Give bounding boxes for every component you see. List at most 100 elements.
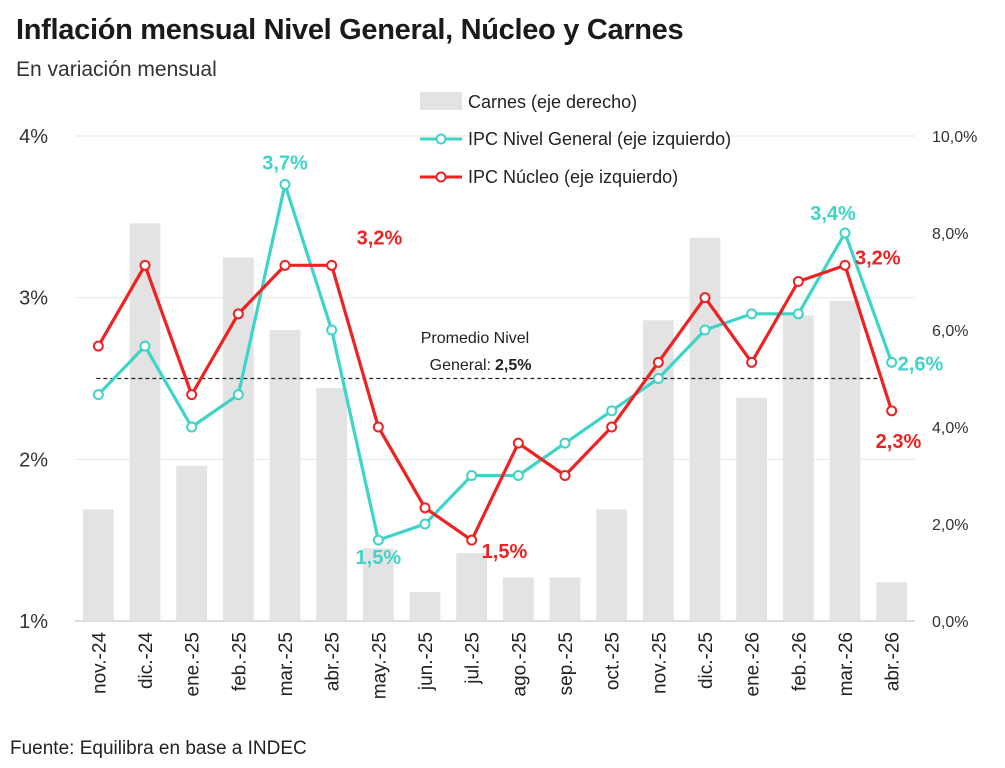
carnes-bar xyxy=(596,509,628,621)
right-axis: 0,0% 2,0% 4,0% 6,0% 8,0% 10,0% xyxy=(932,129,977,631)
legend-marker-ipc-general xyxy=(435,133,447,145)
ipc-nucleo-point xyxy=(139,259,151,271)
left-tick-label: 2% xyxy=(19,449,48,471)
carnes-bar xyxy=(409,591,441,621)
carnes-bar xyxy=(316,388,348,621)
carnes-bar xyxy=(642,320,674,621)
carnes-bar xyxy=(82,509,114,621)
average-value-label: 2,5% xyxy=(495,357,531,374)
data-label: 1,5% xyxy=(482,541,528,563)
carnes-bar xyxy=(502,577,534,621)
data-label: 2,3% xyxy=(876,431,922,453)
ipc-general-point xyxy=(606,405,618,417)
category-label: oct.-25 xyxy=(603,632,624,690)
ipc-general-point xyxy=(746,308,758,320)
ipc-general-point xyxy=(326,324,338,336)
category-label: jun.-25 xyxy=(416,632,437,691)
ipc-nucleo-point xyxy=(746,356,758,368)
ipc-nucleo-point xyxy=(652,356,664,368)
right-tick-label: 6,0% xyxy=(932,323,968,340)
category-label: nov.-25 xyxy=(649,632,670,694)
category-label: abr.-25 xyxy=(323,632,344,691)
ipc-nucleo-point xyxy=(419,502,431,514)
ipc-nucleo-point xyxy=(512,437,524,449)
chart-title: Inflación mensual Nivel General, Núcleo … xyxy=(16,14,684,46)
legend-label-ipc-nucleo: IPC Núcleo (eje izquierdo) xyxy=(468,167,678,187)
ipc-general-point xyxy=(652,373,664,384)
category-label: dic.-24 xyxy=(136,632,157,689)
legend-label-ipc-general: IPC Nivel General (eje izquierdo) xyxy=(468,129,731,149)
category-label: ago.-25 xyxy=(509,632,530,696)
ipc-general-point xyxy=(466,470,478,481)
category-label: mar.-26 xyxy=(836,632,857,696)
right-tick-label: 4,0% xyxy=(932,420,968,437)
ipc-general-point xyxy=(886,356,898,368)
data-label: 3,2% xyxy=(357,227,403,249)
data-labels: 3,7% 1,5% 3,4% 2,6% 3,2% 1,5% 3,2% 2,3% xyxy=(262,153,943,570)
ipc-nucleo-point xyxy=(186,389,198,401)
ipc-general-point xyxy=(559,437,571,449)
left-tick-label: 1% xyxy=(19,611,48,633)
data-label: 3,7% xyxy=(262,153,308,175)
category-label: sep.-25 xyxy=(556,632,577,695)
legend-label-carnes: Carnes (eje derecho) xyxy=(468,92,637,112)
data-label: 3,4% xyxy=(810,203,856,225)
average-line: Promedio Nivel General: 2,5% xyxy=(96,330,882,380)
ipc-nucleo-point xyxy=(699,292,711,304)
category-label: feb.-25 xyxy=(229,632,250,691)
category-label: ene.-25 xyxy=(183,632,204,696)
ipc-general-point xyxy=(512,470,524,481)
ipc-general-point xyxy=(839,227,851,239)
ipc-general-point xyxy=(792,308,804,320)
category-label: abr.-26 xyxy=(883,632,904,691)
legend: Carnes (eje derecho) IPC Nivel General (e… xyxy=(420,92,731,187)
ipc-nucleo-point xyxy=(466,534,478,546)
category-label: dic.-25 xyxy=(696,632,717,689)
carnes-bar xyxy=(736,397,768,621)
series-lines xyxy=(92,179,898,546)
right-tick-label: 2,0% xyxy=(932,517,968,534)
carnes-bar xyxy=(362,548,394,621)
carnes-bar xyxy=(269,330,301,621)
ipc-nucleo-point xyxy=(326,259,338,271)
ipc-nucleo-point xyxy=(606,421,618,433)
right-tick-label: 0,0% xyxy=(932,614,968,631)
carnes-bar xyxy=(876,582,908,621)
carnes-bar xyxy=(549,577,581,621)
right-tick-label: 8,0% xyxy=(932,226,968,243)
chart-subtitle: En variación mensual xyxy=(16,58,217,81)
carnes-bar xyxy=(782,315,814,621)
left-tick-label: 4% xyxy=(19,126,48,148)
ipc-general-point xyxy=(232,389,244,401)
category-label: mar.-25 xyxy=(276,632,297,696)
ipc-general-point xyxy=(699,324,711,336)
carnes-bar xyxy=(176,465,208,621)
ipc-general-point xyxy=(419,518,431,530)
ipc-general-point xyxy=(279,179,291,190)
data-label: 3,2% xyxy=(855,247,901,269)
category-label: jul.-25 xyxy=(463,632,484,685)
ipc-general-point xyxy=(372,534,384,546)
source-note: Fuente: Equilibra en base a INDEC xyxy=(10,738,307,759)
average-label-line2: General: xyxy=(430,357,491,374)
ipc-general-point xyxy=(92,389,104,401)
legend-marker-ipc-nucleo xyxy=(435,171,447,183)
category-label: ene.-26 xyxy=(743,632,764,696)
carnes-bars xyxy=(82,223,908,622)
ipc-nucleo-point xyxy=(232,308,244,320)
data-label: 2,6% xyxy=(898,353,944,375)
ipc-general-point xyxy=(186,421,198,433)
left-tick-label: 3% xyxy=(19,288,48,310)
ipc-nucleo-point xyxy=(792,276,804,287)
gridlines xyxy=(75,135,915,622)
ipc-general-line xyxy=(97,182,894,542)
ipc-nucleo-point xyxy=(92,340,104,352)
ipc-nucleo-point xyxy=(839,259,851,271)
ipc-nucleo-point xyxy=(886,405,898,417)
average-label-line1: Promedio Nivel xyxy=(421,330,529,347)
ipc-nucleo-point xyxy=(559,470,571,481)
x-axis: nov.-24 dic.-24 ene.-25 feb.-25 mar.-25 abr.-… xyxy=(89,632,903,700)
ipc-general-point xyxy=(139,340,151,352)
category-label: may.-25 xyxy=(369,632,390,699)
